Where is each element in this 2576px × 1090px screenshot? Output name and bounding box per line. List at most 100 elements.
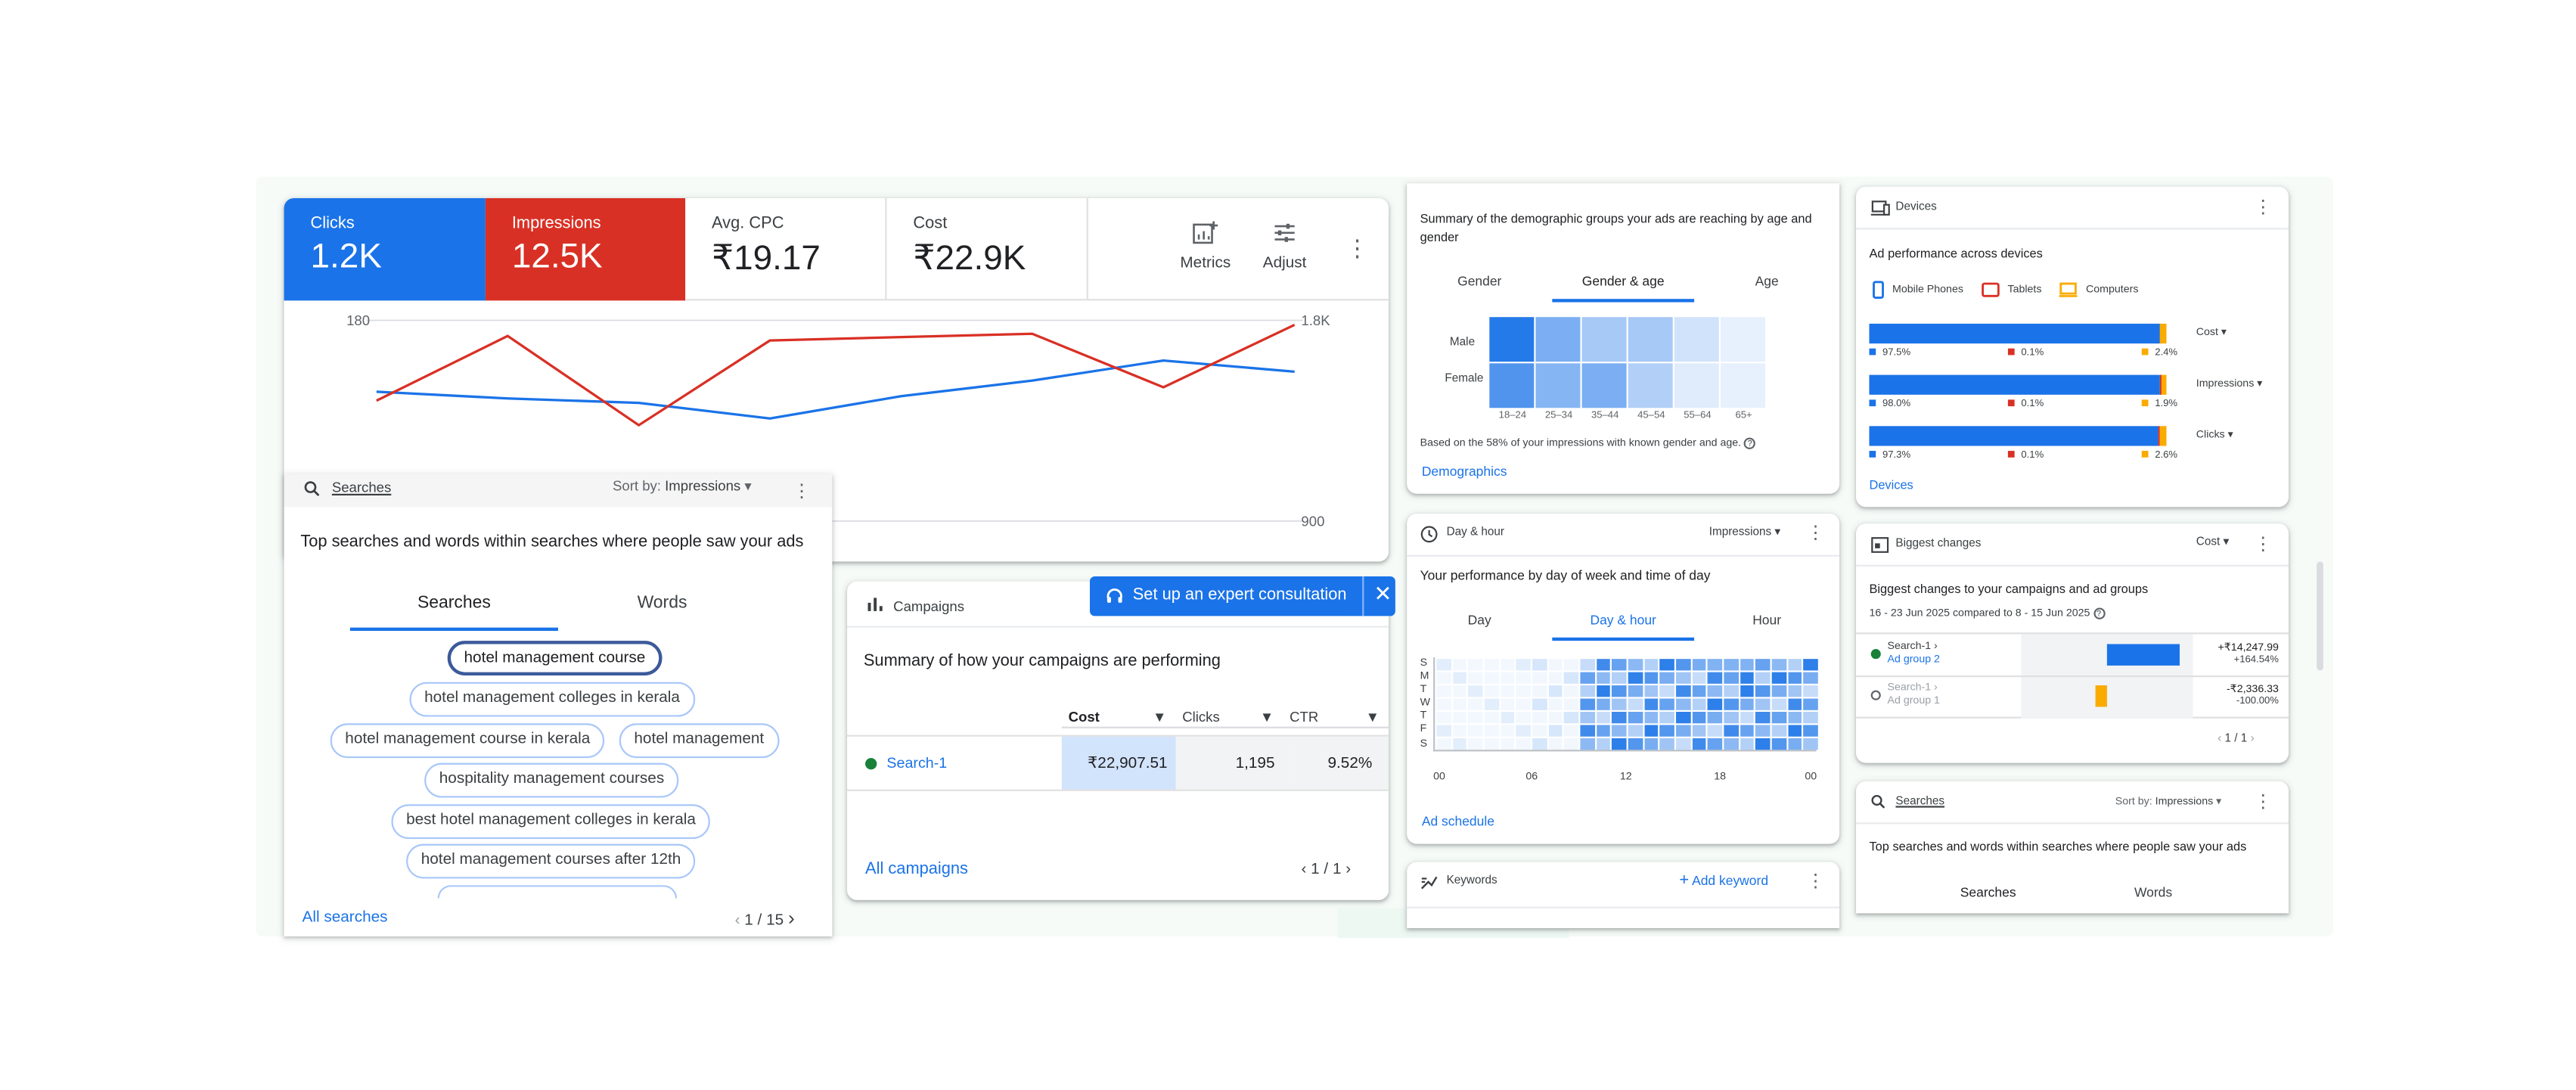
heatmap-cell[interactable]	[1628, 317, 1673, 362]
heatmap-cell[interactable]	[1612, 712, 1627, 724]
heatmap-cell[interactable]	[1580, 725, 1595, 738]
heatmap-cell[interactable]	[1500, 712, 1515, 724]
heatmap-cell[interactable]	[1532, 685, 1547, 697]
heatmap-cell[interactable]	[1564, 712, 1579, 724]
heatmap-cell[interactable]	[1484, 712, 1499, 724]
ad-schedule-link[interactable]: Ad schedule	[1421, 814, 1494, 830]
more-options-icon[interactable]	[1807, 525, 1820, 542]
heatmap-cell[interactable]	[1643, 698, 1659, 710]
metric-select[interactable]: Clicks ▾	[2196, 429, 2233, 441]
heatmap-cell[interactable]	[1500, 725, 1515, 738]
heatmap-cell[interactable]	[1596, 658, 1611, 670]
heatmap-cell[interactable]	[1755, 725, 1771, 738]
heatmap-cell[interactable]	[1692, 712, 1707, 724]
heatmap-cell[interactable]	[1532, 671, 1547, 684]
sort-control[interactable]: Sort by: Impressions ▾	[613, 477, 752, 495]
tab-day[interactable]: Day	[1467, 613, 1491, 628]
column-header-cost[interactable]: Cost ▼	[1069, 709, 1168, 725]
heatmap-cell[interactable]	[1484, 725, 1499, 738]
heatmap-cell[interactable]	[1532, 698, 1547, 710]
heatmap-cell[interactable]	[1516, 725, 1531, 738]
heatmap-cell[interactable]	[1596, 725, 1611, 738]
heatmap-cell[interactable]	[1581, 363, 1627, 408]
more-options-icon[interactable]	[1807, 874, 1820, 890]
heatmap-cell[interactable]	[1535, 363, 1581, 408]
heatmap-cell[interactable]	[1452, 725, 1467, 738]
heatmap-cell[interactable]	[1516, 658, 1531, 670]
heatmap-cell[interactable]	[1532, 712, 1547, 724]
heatmap-cell[interactable]	[1452, 712, 1467, 724]
heatmap-cell[interactable]	[1452, 698, 1467, 710]
heatmap-cell[interactable]	[1740, 685, 1755, 697]
heatmap-cell[interactable]	[1452, 738, 1467, 751]
heatmap-cell[interactable]	[1659, 671, 1674, 684]
heatmap-cell[interactable]	[1676, 671, 1690, 684]
heatmap-cell[interactable]	[1484, 685, 1499, 697]
table-row[interactable]: Search-1 › Ad group 1 -₹2,336.33 -100.00…	[1856, 677, 2289, 719]
heatmap-cell[interactable]	[1500, 658, 1515, 670]
heatmap-cell[interactable]	[1548, 671, 1563, 684]
heatmap-cell[interactable]	[1803, 712, 1818, 724]
demographics-link[interactable]: Demographics	[1421, 464, 1507, 480]
heatmap-cell[interactable]	[1612, 698, 1627, 710]
heatmap-cell[interactable]	[1468, 685, 1483, 697]
tab-searches[interactable]: Searches	[417, 592, 491, 613]
heatmap-cell[interactable]	[1724, 738, 1739, 751]
scrollbar-thumb[interactable]	[2317, 561, 2323, 671]
heatmap-cell[interactable]	[1676, 698, 1690, 710]
heatmap-cell[interactable]	[1548, 658, 1563, 670]
heatmap-cell[interactable]	[1436, 685, 1451, 697]
heatmap-cell[interactable]	[1436, 738, 1451, 751]
heatmap-cell[interactable]	[1692, 725, 1707, 738]
heatmap-cell[interactable]	[1708, 738, 1723, 751]
heatmap-cell[interactable]	[1500, 738, 1515, 751]
legend-item-computer[interactable]: Computers	[2059, 282, 2138, 297]
heatmap-cell[interactable]	[1548, 712, 1563, 724]
all-campaigns-link[interactable]: All campaigns	[865, 860, 968, 879]
heatmap-cell[interactable]	[1580, 698, 1595, 710]
heatmap-cell[interactable]	[1676, 685, 1690, 697]
tab-words[interactable]: Words	[637, 592, 687, 613]
heatmap-cell[interactable]	[1612, 658, 1627, 670]
heatmap-cell[interactable]	[1803, 725, 1818, 738]
heatmap-cell[interactable]	[1468, 725, 1483, 738]
search-term-chip[interactable]: best hotel management colleges in kerala	[391, 804, 711, 840]
heatmap-cell[interactable]	[1516, 671, 1531, 684]
heatmap-cell[interactable]	[1708, 698, 1723, 710]
heatmap-cell[interactable]	[1724, 712, 1739, 724]
heatmap-cell[interactable]	[1643, 658, 1659, 670]
metrics-button[interactable]: Metrics	[1169, 221, 1242, 272]
heatmap-cell[interactable]	[1643, 712, 1659, 724]
heatmap-cell[interactable]	[1516, 712, 1531, 724]
heatmap-cell[interactable]	[1596, 712, 1611, 724]
heatmap-cell[interactable]	[1564, 658, 1579, 670]
heatmap-cell[interactable]	[1436, 698, 1451, 710]
heatmap-cell[interactable]	[1628, 658, 1643, 670]
heatmap-cell[interactable]	[1612, 725, 1627, 738]
close-icon[interactable]: ✕	[1373, 581, 1392, 607]
heatmap-cell[interactable]	[1659, 658, 1674, 670]
heatmap-cell[interactable]	[1755, 685, 1771, 697]
tab-hour[interactable]: Hour	[1752, 613, 1782, 628]
heatmap-cell[interactable]	[1803, 738, 1818, 751]
searches-header-label[interactable]: Searches	[1895, 796, 1945, 808]
heatmap-cell[interactable]	[1755, 698, 1771, 710]
heatmap-cell[interactable]	[1708, 725, 1723, 738]
search-term-chip[interactable]: hotel management course in kerala	[330, 723, 605, 759]
search-term-chip[interactable]: hotel management courses after 12th	[406, 843, 696, 879]
heatmap-cell[interactable]	[1740, 738, 1755, 751]
heatmap-cell[interactable]	[1500, 698, 1515, 710]
heatmap-cell[interactable]	[1628, 712, 1643, 724]
tab-words[interactable]: Words	[2134, 885, 2173, 900]
heatmap-cell[interactable]	[1724, 725, 1739, 738]
heatmap-cell[interactable]	[1755, 671, 1771, 684]
adjust-button[interactable]: Adjust	[1252, 222, 1317, 272]
ad-group-link[interactable]: Ad group 1	[1887, 695, 1940, 707]
heatmap-cell[interactable]	[1516, 738, 1531, 751]
heatmap-cell[interactable]	[1787, 738, 1802, 751]
kpi-tile-impressions[interactable]: Impressions 12.5K	[485, 197, 686, 301]
tab-age[interactable]: Age	[1755, 274, 1779, 290]
add-keyword-button[interactable]: + Add keyword	[1679, 872, 1768, 890]
metric-select[interactable]: Cost ▾	[2196, 535, 2229, 548]
more-options-icon[interactable]	[2254, 537, 2267, 554]
